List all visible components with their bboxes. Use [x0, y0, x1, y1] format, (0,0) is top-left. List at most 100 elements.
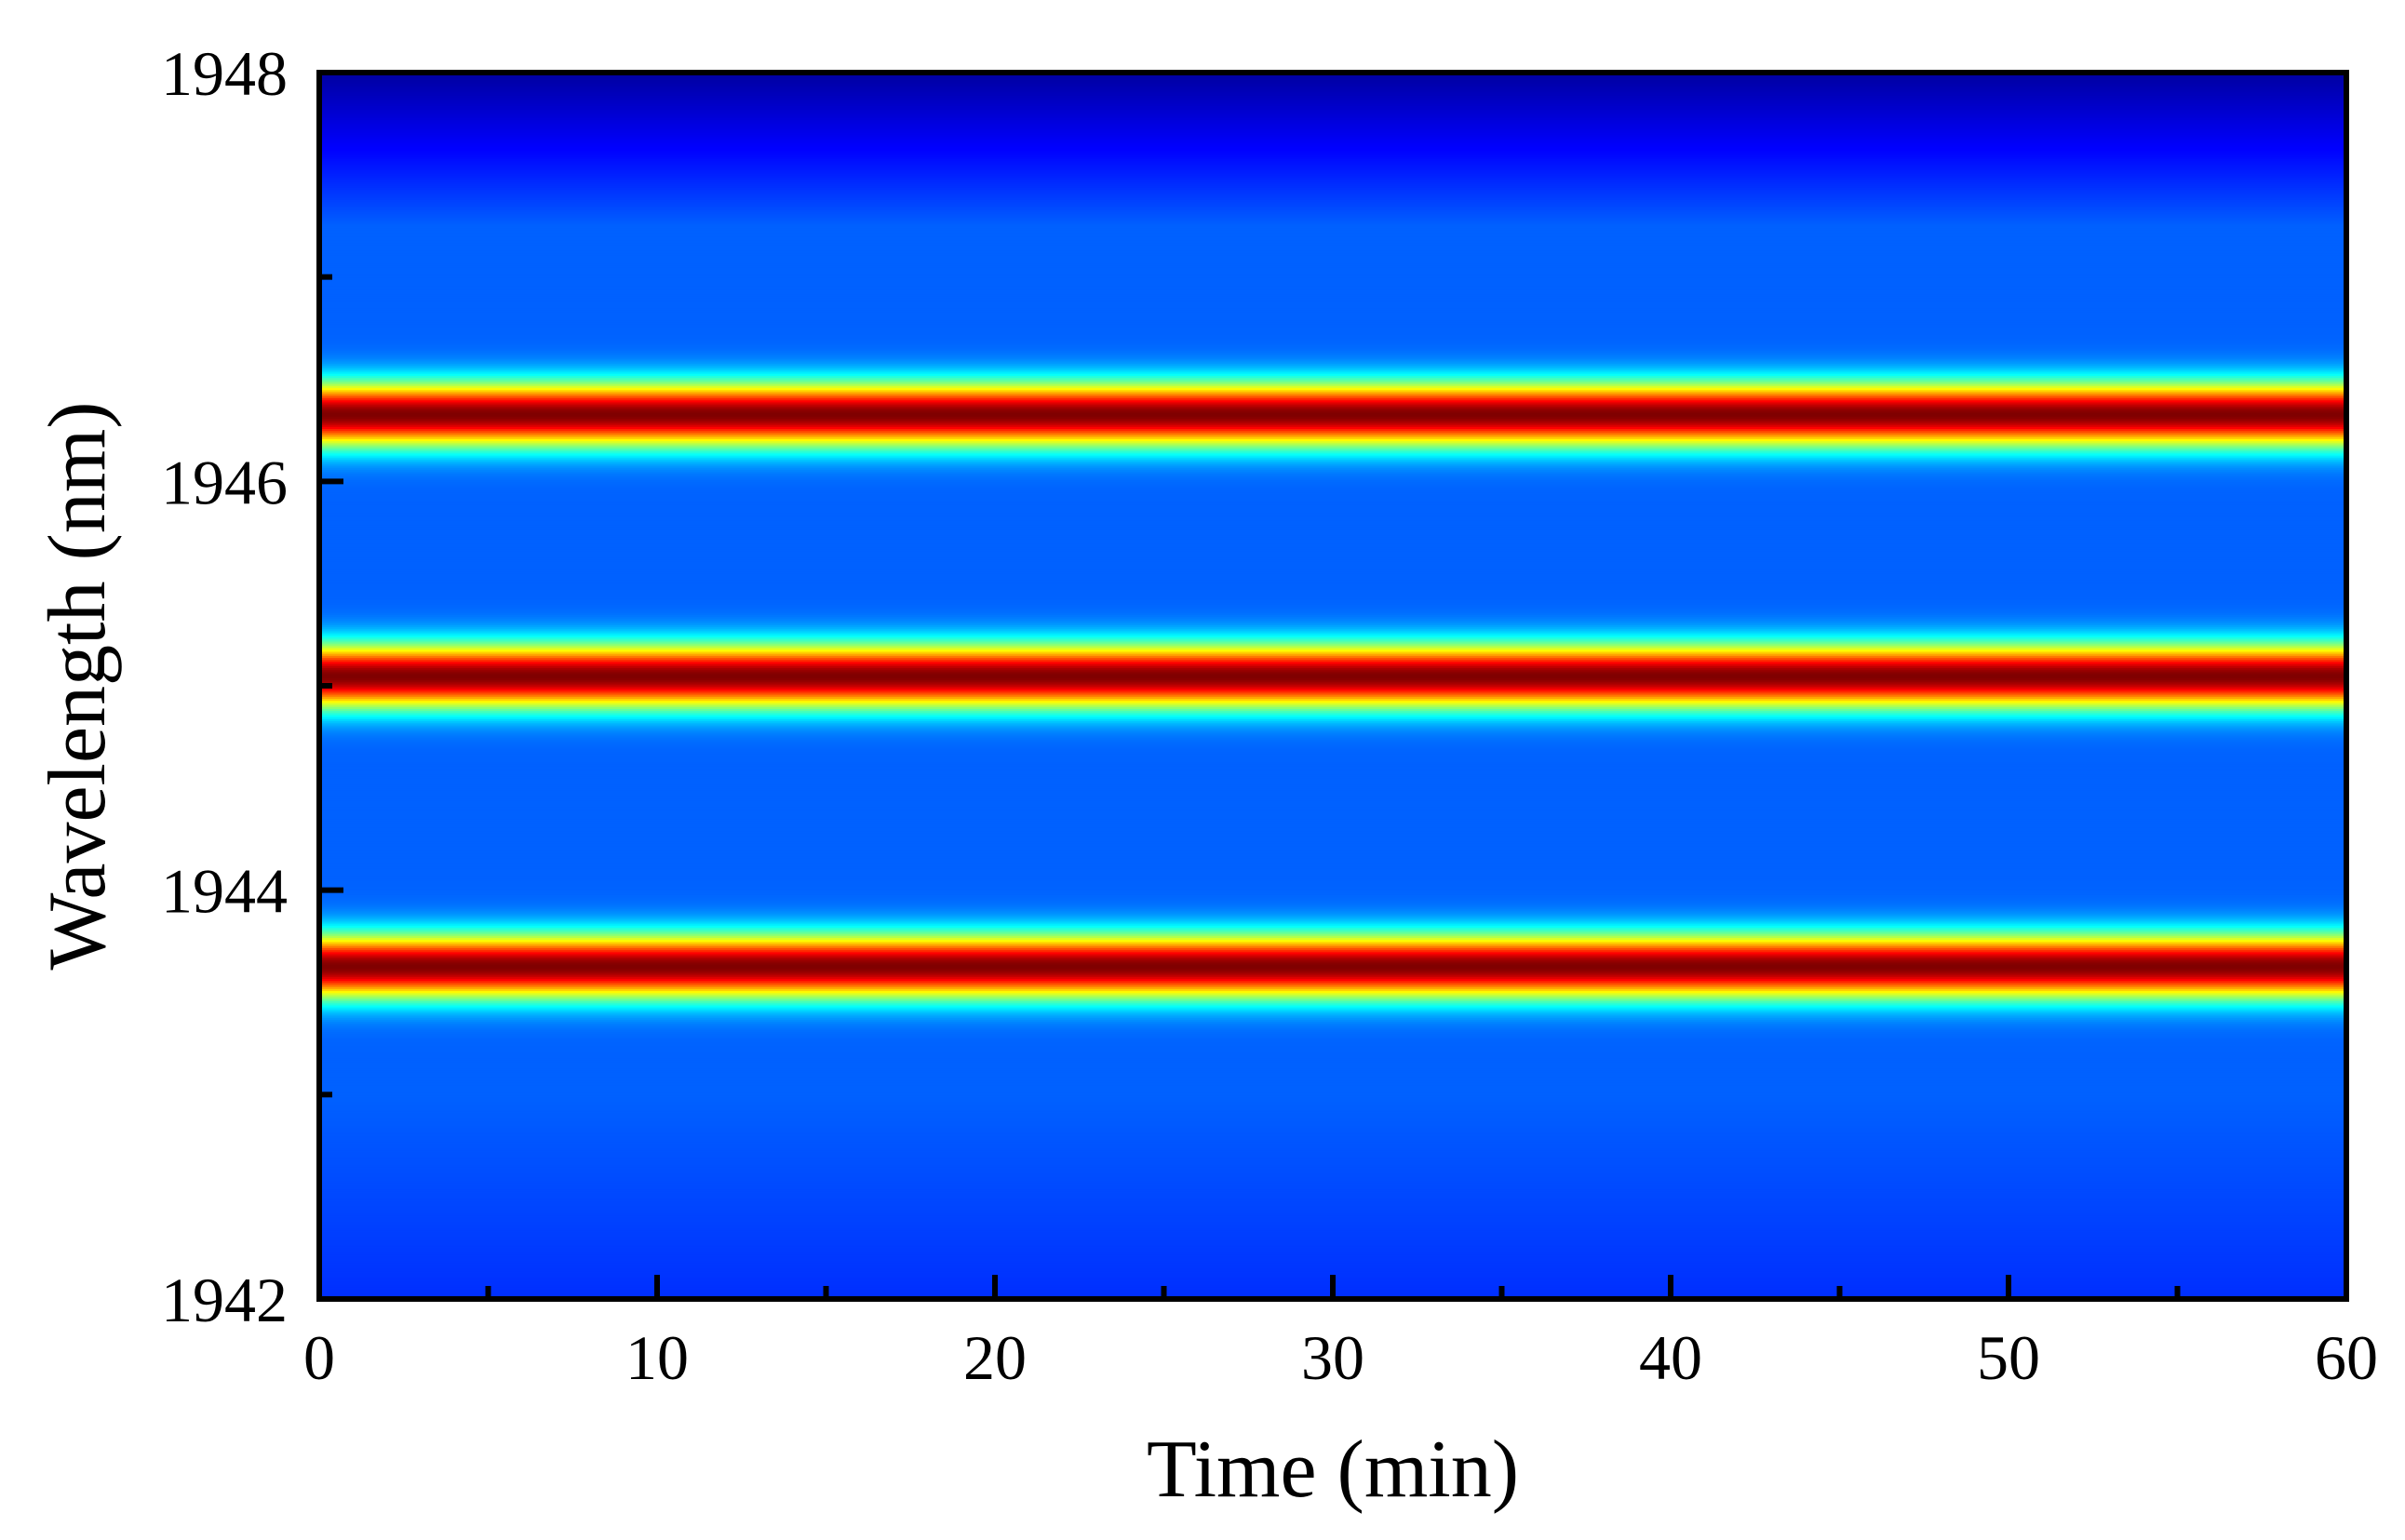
heatmap-row [319, 743, 2346, 746]
heatmap-row [319, 915, 2346, 918]
heatmap-row [319, 336, 2346, 340]
heatmap-row [319, 835, 2346, 838]
heatmap-row [319, 1021, 2346, 1024]
heatmap-row [319, 532, 2346, 536]
heatmap-row [319, 234, 2346, 237]
heatmap-row [319, 401, 2346, 405]
heatmap-row [319, 235, 2346, 239]
heatmap-row [319, 262, 2346, 266]
heatmap-row [319, 1090, 2346, 1093]
heatmap-row [319, 628, 2346, 632]
heatmap-row [319, 949, 2346, 953]
heatmap-row [319, 705, 2346, 709]
heatmap-row [319, 553, 2346, 556]
heatmap-row [319, 100, 2346, 104]
heatmap-row [319, 497, 2346, 501]
heatmap-row [319, 355, 2346, 358]
heatmap-row [319, 714, 2346, 717]
heatmap-row [319, 275, 2346, 278]
heatmap-row [319, 1024, 2346, 1028]
heatmap-row [319, 583, 2346, 587]
heatmap-row [319, 934, 2346, 938]
heatmap-row [319, 818, 2346, 822]
heatmap-row [319, 833, 2346, 837]
heatmap-row [319, 1182, 2346, 1185]
heatmap-row [319, 1079, 2346, 1083]
heatmap-row [319, 939, 2346, 943]
heatmap-row [319, 1118, 2346, 1122]
heatmap-row [319, 334, 2346, 338]
heatmap-row [319, 372, 2346, 376]
heatmap-row [319, 341, 2346, 345]
heatmap-row [319, 1192, 2346, 1196]
heatmap-row [319, 220, 2346, 223]
heatmap-row [319, 1055, 2346, 1059]
heatmap-row [319, 317, 2346, 321]
heatmap-row [319, 1137, 2346, 1141]
heatmap-row [319, 900, 2346, 904]
heatmap-row [319, 542, 2346, 546]
heatmap-row [319, 877, 2346, 881]
heatmap-row [319, 403, 2346, 407]
heatmap-row [319, 816, 2346, 820]
heatmap-row [319, 718, 2346, 722]
heatmap-row [319, 1217, 2346, 1221]
heatmap-row [319, 1096, 2346, 1100]
heatmap-row [319, 348, 2346, 352]
heatmap-row [319, 708, 2346, 712]
heatmap-row [319, 517, 2346, 521]
heatmap-row [319, 975, 2346, 979]
heatmap-row [319, 853, 2346, 857]
heatmap-row [319, 1051, 2346, 1055]
heatmap-row [319, 148, 2346, 152]
heatmap-row [319, 587, 2346, 591]
y-tick-label: 1942 [161, 1265, 288, 1335]
y-axis-label: Wavelength (nm) [33, 401, 123, 970]
heatmap-row [319, 76, 2346, 80]
heatmap-row [319, 1172, 2346, 1175]
heatmap-row [319, 309, 2346, 313]
heatmap-row [319, 102, 2346, 106]
heatmap-row [319, 1074, 2346, 1078]
heatmap-row [319, 1154, 2346, 1158]
heatmap-row [319, 90, 2346, 94]
heatmap-row [319, 990, 2346, 994]
heatmap-row [319, 1037, 2346, 1040]
heatmap-row [319, 315, 2346, 319]
heatmap-row [319, 510, 2346, 514]
heatmap-row [319, 1145, 2346, 1149]
heatmap-row [319, 927, 2346, 931]
heatmap-row [319, 626, 2346, 630]
heatmap-row [319, 1265, 2346, 1269]
heatmap-row [319, 117, 2346, 121]
heatmap-row [319, 205, 2346, 208]
heatmap-row [319, 1035, 2346, 1038]
heatmap-row [319, 947, 2346, 951]
heatmap-row [319, 172, 2346, 176]
heatmap-row [319, 800, 2346, 804]
heatmap-row [319, 528, 2346, 531]
heatmap-row [319, 812, 2346, 816]
heatmap-row [319, 826, 2346, 830]
heatmap-row [319, 1231, 2346, 1235]
heatmap-row [319, 88, 2346, 92]
heatmap-row [319, 1214, 2346, 1218]
heatmap-row [319, 753, 2346, 757]
heatmap-row [319, 362, 2346, 366]
heatmap-row [319, 726, 2346, 730]
heatmap-row [319, 346, 2346, 350]
heatmap-row [319, 759, 2346, 763]
heatmap-row [319, 755, 2346, 758]
heatmap-row [319, 611, 2346, 615]
heatmap-row [319, 381, 2346, 384]
heatmap-row [319, 1243, 2346, 1247]
heatmap-row [319, 1252, 2346, 1255]
heatmap-row [319, 1129, 2346, 1132]
heatmap-row [319, 1057, 2346, 1061]
heatmap-row [319, 411, 2346, 415]
heatmap-row [319, 720, 2346, 724]
heatmap-row [319, 321, 2346, 325]
heatmap-row [319, 375, 2346, 379]
heatmap-row [319, 1009, 2346, 1012]
